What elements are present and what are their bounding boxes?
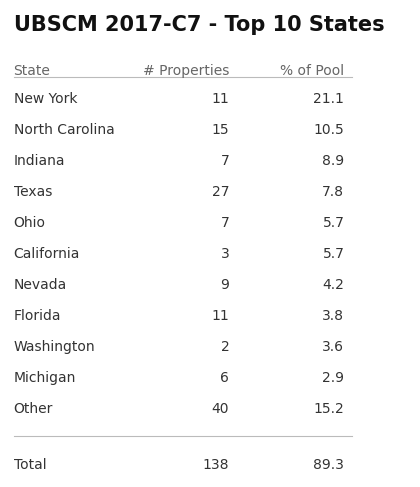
Text: New York: New York	[13, 92, 77, 106]
Text: Indiana: Indiana	[13, 153, 65, 168]
Text: 5.7: 5.7	[323, 246, 344, 261]
Text: 7: 7	[220, 153, 229, 168]
Text: California: California	[13, 246, 80, 261]
Text: 8.9: 8.9	[322, 153, 344, 168]
Text: Florida: Florida	[13, 309, 61, 322]
Text: 27: 27	[212, 185, 229, 199]
Text: UBSCM 2017-C7 - Top 10 States: UBSCM 2017-C7 - Top 10 States	[13, 15, 384, 35]
Text: 138: 138	[203, 458, 229, 472]
Text: Washington: Washington	[13, 339, 95, 354]
Text: 7: 7	[220, 216, 229, 230]
Text: 2.9: 2.9	[323, 371, 344, 385]
Text: 10.5: 10.5	[314, 123, 344, 137]
Text: 40: 40	[212, 402, 229, 415]
Text: 4.2: 4.2	[323, 278, 344, 292]
Text: 15: 15	[212, 123, 229, 137]
Text: 15.2: 15.2	[314, 402, 344, 415]
Text: 3.6: 3.6	[323, 339, 344, 354]
Text: 6: 6	[220, 371, 229, 385]
Text: 2: 2	[220, 339, 229, 354]
Text: Michigan: Michigan	[13, 371, 76, 385]
Text: Ohio: Ohio	[13, 216, 45, 230]
Text: Texas: Texas	[13, 185, 52, 199]
Text: State: State	[13, 64, 50, 78]
Text: 3: 3	[220, 246, 229, 261]
Text: 11: 11	[212, 309, 229, 322]
Text: Total: Total	[13, 458, 46, 472]
Text: 7.8: 7.8	[323, 185, 344, 199]
Text: # Properties: # Properties	[143, 64, 229, 78]
Text: 3.8: 3.8	[323, 309, 344, 322]
Text: North Carolina: North Carolina	[13, 123, 114, 137]
Text: Nevada: Nevada	[13, 278, 67, 292]
Text: 11: 11	[212, 92, 229, 106]
Text: 5.7: 5.7	[323, 216, 344, 230]
Text: 21.1: 21.1	[313, 92, 344, 106]
Text: 89.3: 89.3	[313, 458, 344, 472]
Text: 9: 9	[220, 278, 229, 292]
Text: Other: Other	[13, 402, 53, 415]
Text: % of Pool: % of Pool	[280, 64, 344, 78]
